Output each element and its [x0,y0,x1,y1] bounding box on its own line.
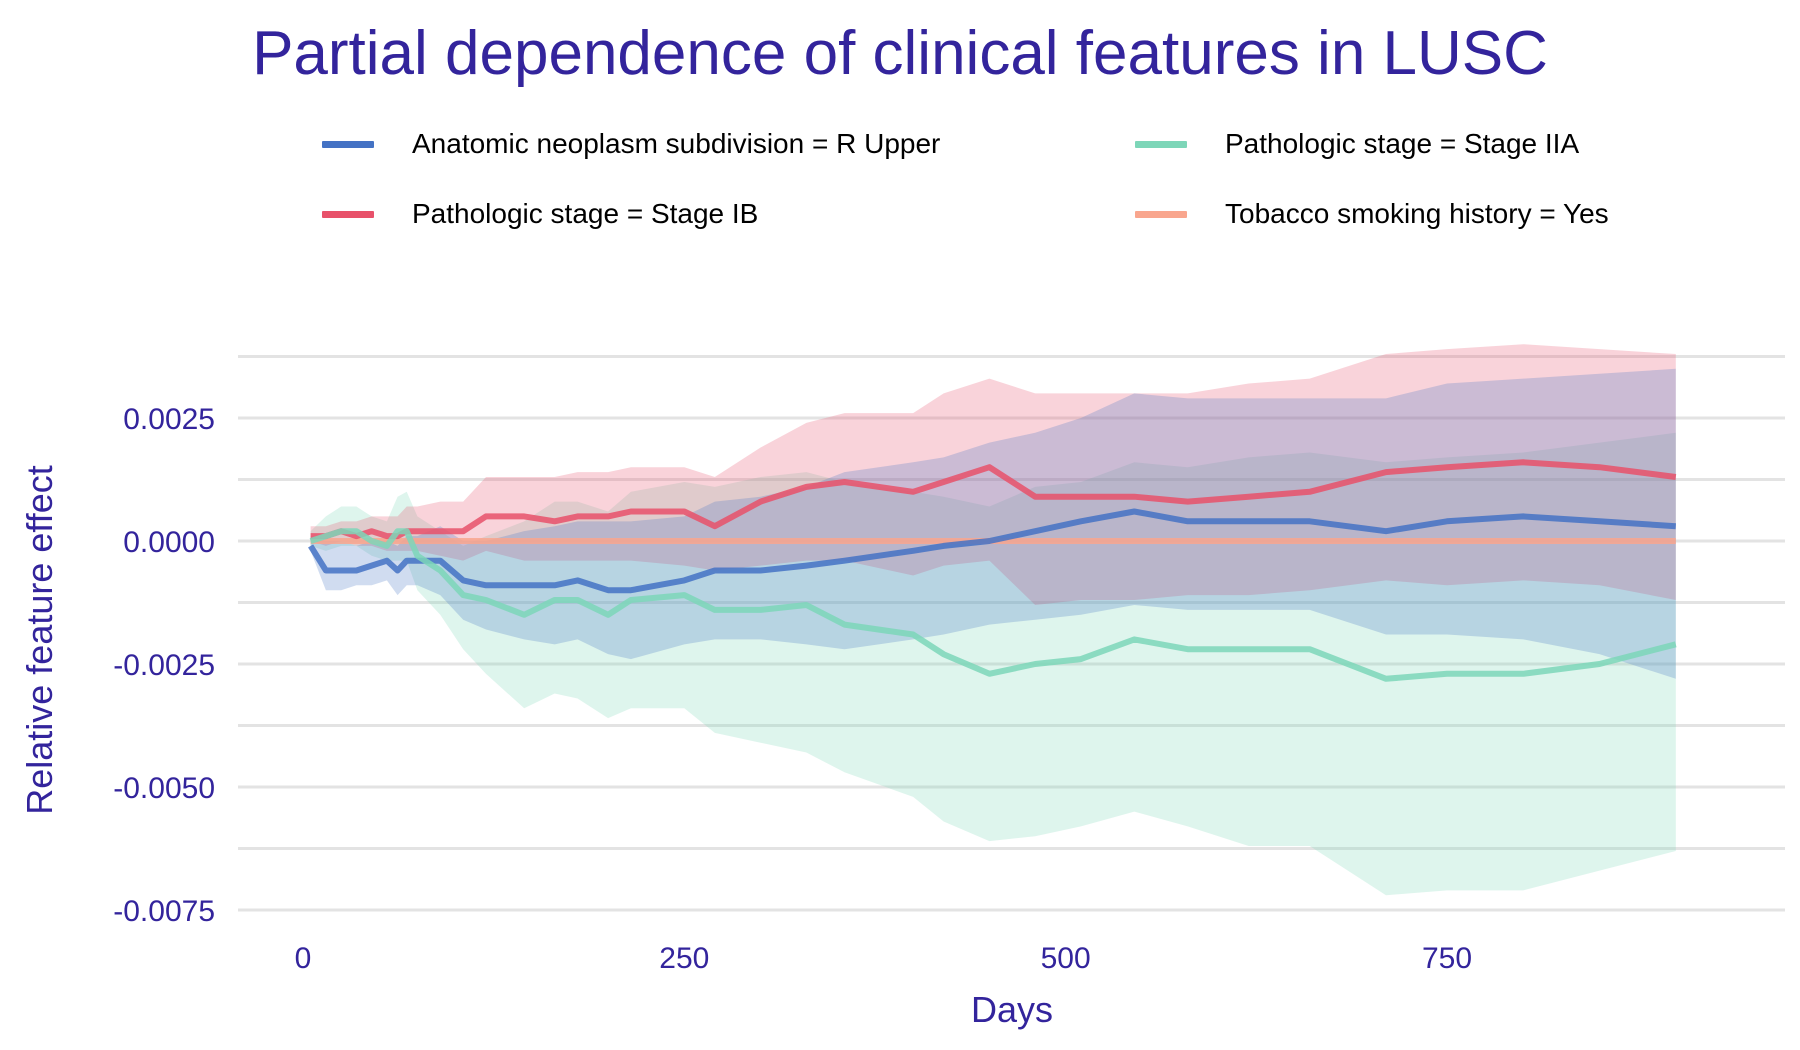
legend-item: Pathologic stage = Stage IIA [1135,128,1579,160]
x-tick-label: 500 [1041,942,1091,975]
legend-label: Pathologic stage = Stage IIA [1225,128,1580,159]
series-lines [308,459,1677,682]
confidence-band [310,368,1676,679]
legend-swatch-3 [1135,210,1187,218]
legend-label: Tobacco smoking history = Yes [1225,198,1609,229]
x-tick-label: 0 [295,942,312,975]
y-tick-label: -0.0075 [113,895,215,928]
confidence-bands [310,344,1676,896]
legend-swatch-2 [1135,140,1187,148]
legend-item: Anatomic neoplasm subdivision = R Upper [322,128,940,160]
series-line [309,528,1677,682]
legend-label: Anatomic neoplasm subdivision = R Upper [412,128,941,159]
y-tick-label: 0.0000 [123,526,215,559]
legend-item: Pathologic stage = Stage IB [322,198,758,230]
y-tick-label: -0.0050 [113,772,215,805]
x-axis: 0 250 500 750 [295,942,1472,975]
y-tick-label: -0.0025 [113,649,215,682]
legend-label: Pathologic stage = Stage IB [412,198,759,229]
y-axis-title: Relative feature effect [19,465,60,815]
legend-item: Tobacco smoking history = Yes [1135,198,1609,230]
y-axis: 0.0025 0.0000 -0.0025 -0.0050 -0.0075 [113,403,215,928]
x-tick-label: 250 [659,942,709,975]
confidence-band [310,432,1676,896]
x-tick-label: 750 [1422,942,1472,975]
x-axis-title: Days [971,989,1053,1030]
series-line [308,508,1676,594]
y-tick-label: 0.0025 [123,403,215,436]
legend-swatch-0 [322,140,374,148]
chart-title: Partial dependence of clinical features … [252,19,1548,88]
legend-swatch-1 [322,210,374,218]
